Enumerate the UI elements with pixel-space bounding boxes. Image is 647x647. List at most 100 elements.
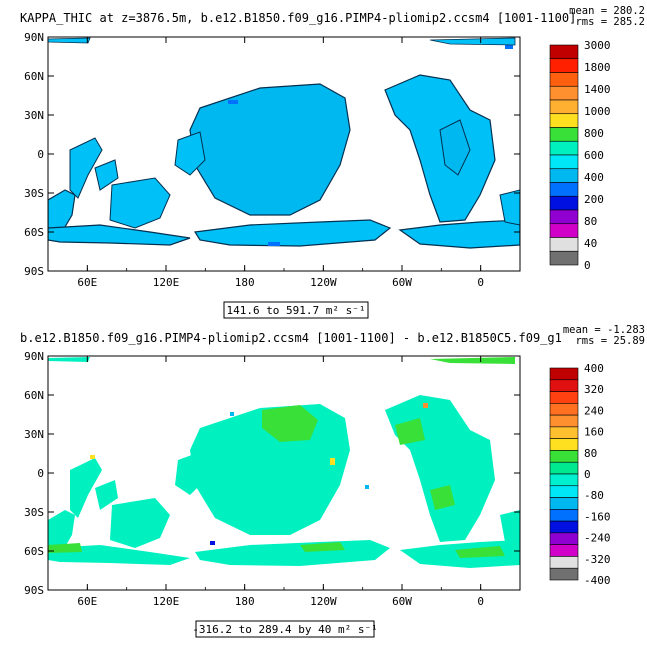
x-tick-label: 120E: [153, 595, 180, 608]
colorbar-label: 400: [584, 171, 604, 184]
colorbar-swatch: [549, 544, 579, 557]
colorbar-swatch: [549, 450, 579, 463]
colorbar-swatch: [549, 520, 579, 534]
colorbar-label: 200: [584, 193, 604, 206]
colorbar-label: 1800: [584, 61, 611, 74]
y-tick-label: 90N: [24, 350, 44, 363]
y-tick-label: 30N: [24, 428, 44, 441]
colorbar-swatch: [549, 473, 579, 487]
colorbar-label: -160: [584, 510, 611, 523]
colorbar-swatch: [549, 99, 579, 115]
y-tick-label: 60N: [24, 70, 44, 83]
colorbar-swatch: [549, 168, 579, 183]
x-tick-label: 0: [477, 595, 484, 608]
y-tick-label: 30S: [24, 506, 44, 519]
panel-2-rms: rms = 25.89: [575, 335, 645, 347]
colorbar-swatch: [549, 556, 579, 569]
x-tick-label: 60W: [392, 595, 412, 608]
colorbar-label: 800: [584, 127, 604, 140]
colorbar-swatch: [549, 509, 579, 522]
x-tick-label: 120W: [310, 595, 337, 608]
x-tick-label: 0: [477, 276, 484, 289]
colorbar-swatch: [549, 379, 579, 392]
x-tick-label: 60E: [77, 595, 97, 608]
colorbar-label: 1000: [584, 105, 611, 118]
colorbar-swatch: [549, 195, 579, 211]
panel-1-axes: 60E 120E 180 120W 60W 0 90N 60N 30N 0 30S 60S 90S: [24, 31, 521, 289]
colorbar-swatch: [549, 461, 579, 475]
colorbar-swatch: [549, 223, 579, 238]
x-tick-label: 120W: [310, 276, 337, 289]
colorbar-swatch: [549, 154, 579, 170]
x-tick-label: 180: [235, 595, 255, 608]
y-tick-label: 90N: [24, 31, 44, 44]
panel-1-range-label: 141.6 to 591.7 m² s⁻¹: [226, 304, 365, 317]
colorbar-swatch: [549, 113, 579, 128]
y-tick-label: 0: [37, 148, 44, 161]
colorbar-label: 80: [584, 447, 597, 460]
colorbar-label: 160: [584, 426, 604, 439]
colorbar-swatch: [549, 140, 579, 156]
colorbar-label: 3000: [584, 39, 611, 52]
panel-2-range-box: [195, 620, 375, 638]
colorbar-swatch: [549, 426, 579, 439]
colorbar-swatch: [549, 414, 579, 428]
colorbar-label: -240: [584, 532, 611, 545]
y-tick-label: 60S: [24, 226, 44, 239]
colorbar-swatch: [549, 127, 579, 142]
y-tick-label: 30S: [24, 187, 44, 200]
colorbar-swatch: [549, 209, 579, 225]
x-tick-label: 120E: [153, 276, 180, 289]
colorbar-swatch: [549, 237, 579, 252]
x-tick-label: 60W: [392, 276, 412, 289]
x-tick-label: 60E: [77, 276, 97, 289]
colorbar-swatch: [549, 567, 579, 581]
colorbar-label: -320: [584, 553, 611, 566]
colorbar-label: 600: [584, 149, 604, 162]
panel-2-title: b.e12.B1850.f09_g16.PIMP4-pliomip2.ccsm4…: [20, 331, 562, 345]
y-tick-label: 90S: [24, 265, 44, 278]
colorbar-swatch: [549, 438, 579, 451]
panel-2: b.e12.B1850.f09_g16.PIMP4-pliomip2.ccsm4…: [20, 324, 645, 638]
y-tick-label: 30N: [24, 109, 44, 122]
x-tick-label: 180: [235, 276, 255, 289]
y-tick-label: 60N: [24, 389, 44, 402]
y-tick-label: 60S: [24, 545, 44, 558]
colorbar-label: 80: [584, 215, 597, 228]
panel-2-colorbar: 400 320 240 160 80 0 -80 -160 -240 -320 -400: [549, 362, 611, 587]
panel-2-range-label: -316.2 to 289.4 by 40 m² s⁻¹: [192, 623, 377, 636]
colorbar-label: 320: [584, 383, 604, 396]
colorbar-label: 40: [584, 237, 597, 250]
colorbar-swatch: [549, 72, 579, 87]
panel-1-mean: mean = 280.2: [569, 5, 645, 17]
colorbar-label: 240: [584, 404, 604, 417]
colorbar-swatch: [549, 58, 579, 73]
panel-1-range-box: [223, 301, 369, 319]
colorbar-swatch: [549, 403, 579, 416]
colorbar-label: 0: [584, 259, 591, 272]
colorbar-label: -400: [584, 574, 611, 587]
colorbar-swatch: [549, 250, 579, 266]
colorbar-swatch: [549, 497, 579, 510]
colorbar-swatch: [549, 85, 579, 101]
panel-1-field: [48, 37, 520, 249]
y-tick-label: 90S: [24, 584, 44, 597]
colorbar-label: -80: [584, 489, 604, 502]
y-tick-label: 0: [37, 467, 44, 480]
panel-2-axes: 60E 120E 180 120W 60W 0 90N 60N 30N 0 30S 60S 90S: [24, 350, 521, 608]
colorbar-swatch: [549, 391, 579, 404]
panel-2-field: [48, 357, 520, 568]
colorbar-swatch: [549, 532, 579, 545]
panel-1: KAPPA_THIC at z=3876.5m, b.e12.B1850.f09…: [20, 5, 645, 319]
colorbar-label: 400: [584, 362, 604, 375]
colorbar-swatch: [549, 182, 579, 197]
panel-1-rms: rms = 285.2: [575, 16, 645, 28]
colorbar-swatch: [549, 485, 579, 498]
panel-2-mean: mean = -1.283: [563, 324, 645, 336]
colorbar-label: 1400: [584, 83, 611, 96]
panel-1-title: KAPPA_THIC at z=3876.5m, b.e12.B1850.f09…: [20, 11, 576, 25]
colorbar-swatch: [549, 44, 579, 60]
colorbar-swatch: [549, 367, 579, 381]
